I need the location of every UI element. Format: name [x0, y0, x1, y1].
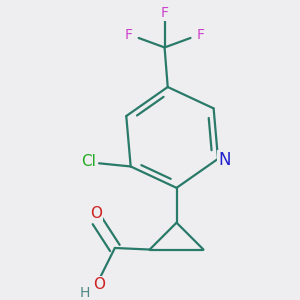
Text: H: H: [80, 286, 90, 300]
Text: N: N: [219, 152, 231, 169]
Text: F: F: [124, 28, 133, 42]
Text: F: F: [160, 6, 169, 20]
Text: Cl: Cl: [81, 154, 96, 169]
Text: O: O: [93, 277, 105, 292]
Text: O: O: [90, 206, 102, 221]
Text: F: F: [196, 28, 205, 42]
